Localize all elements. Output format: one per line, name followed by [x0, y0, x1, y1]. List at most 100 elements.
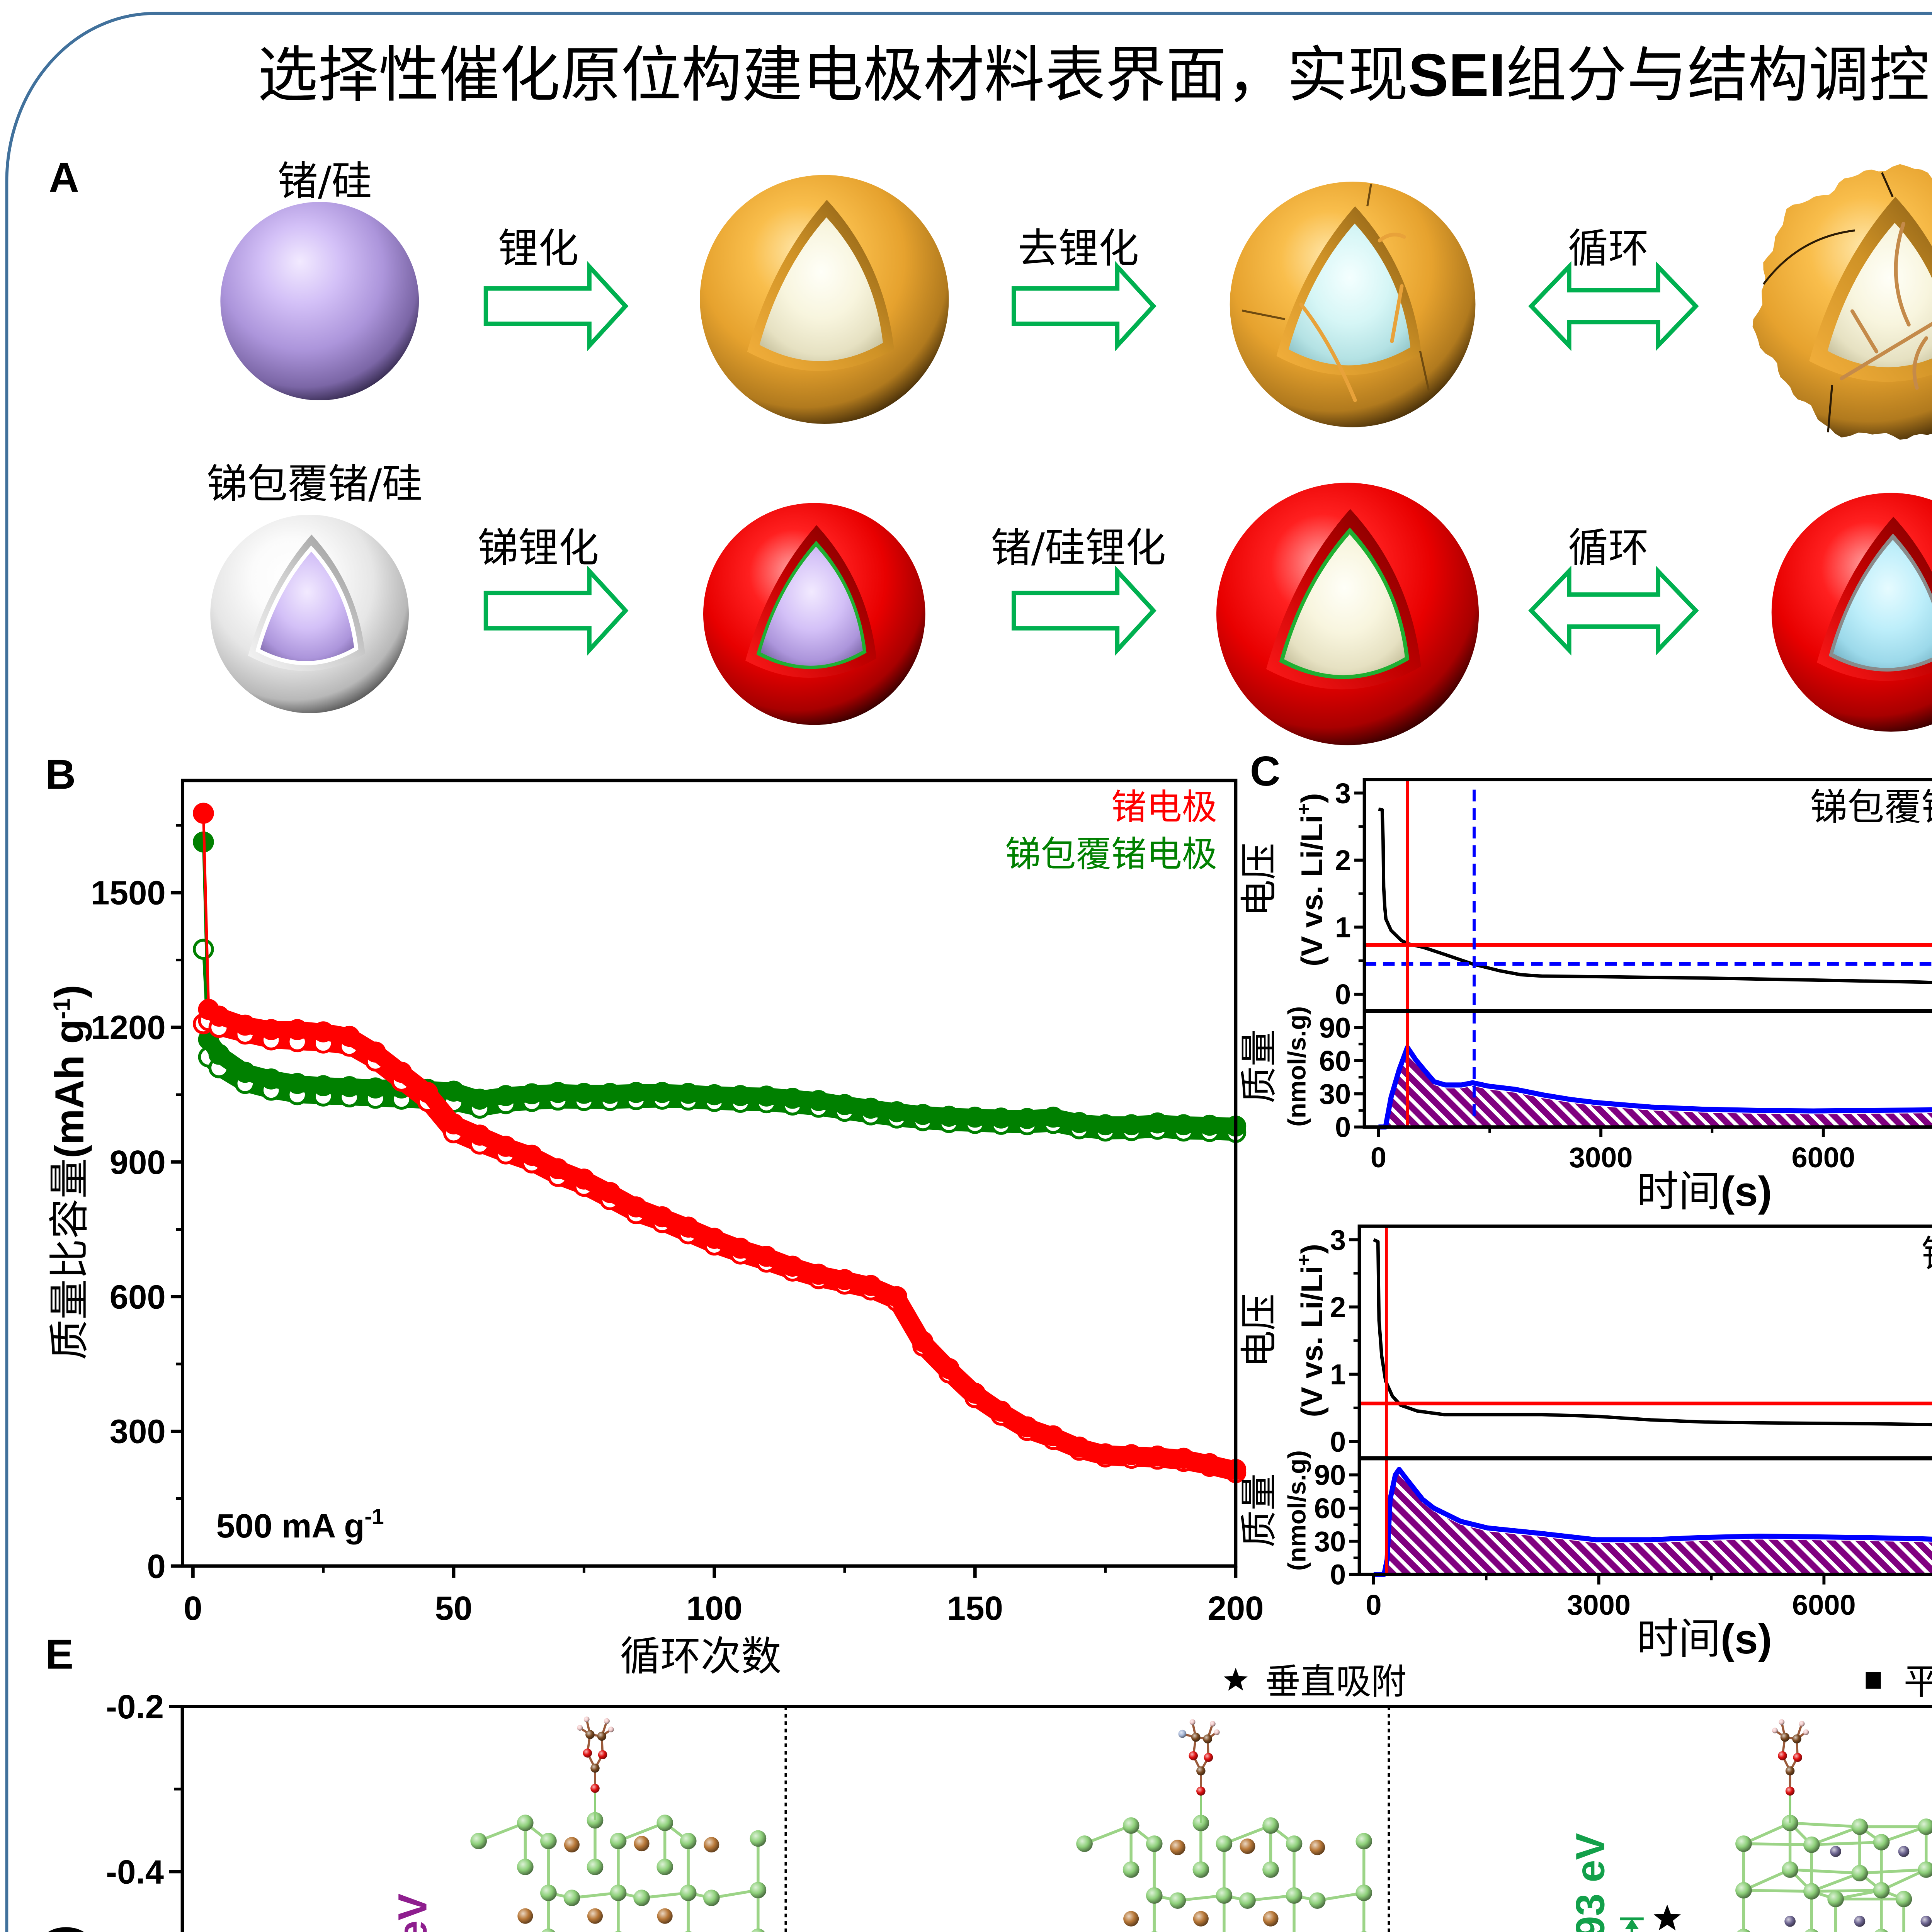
crack-line	[1827, 385, 1833, 432]
atom-li	[563, 1889, 580, 1906]
x-axis-label: 时间(s)	[1636, 1614, 1772, 1663]
process-label: 锗/硅锂化	[991, 524, 1166, 571]
crack-line	[1881, 172, 1894, 197]
atom-o	[1189, 1751, 1198, 1760]
atom-li	[1918, 1818, 1932, 1835]
y-axis-label: 质量比容量(mAh g-1)	[46, 985, 93, 1360]
title-text-2: 组分与结构调控，提升界面稳定性	[1506, 40, 1932, 110]
data-point	[443, 1113, 464, 1134]
co2-tick-label: 60	[1314, 1492, 1346, 1524]
data-point	[704, 1084, 725, 1105]
particle-core	[220, 202, 419, 401]
legend-label: 锗电极	[1111, 786, 1217, 828]
atom-li	[633, 1889, 650, 1906]
x-tick-label: 200	[1208, 1590, 1264, 1627]
atom-li	[1216, 1835, 1233, 1852]
atom-c	[1196, 1766, 1206, 1776]
data-point	[547, 1158, 569, 1179]
co2-tick-label: 0	[1330, 1559, 1346, 1591]
data-point	[260, 1019, 282, 1040]
atom-li	[1782, 1861, 1798, 1878]
atom-li	[1239, 1892, 1256, 1909]
data-point	[313, 1021, 334, 1043]
chart-c-top-dems: 012303060900300060009000时间(s)电压(V vs. Li…	[1238, 777, 1932, 1216]
data-point	[677, 1216, 699, 1238]
atom-li	[1355, 1884, 1372, 1901]
data-point	[834, 1269, 855, 1290]
title-text-1: 选择性催化原位构建电极材料表界面，实现	[257, 40, 1408, 110]
square-legend-icon	[1866, 1672, 1881, 1689]
particle-label: 锗/硅	[277, 158, 372, 205]
figure-title: 选择性催化原位构建电极材料表界面，实现SEI组分与结构调控，提升界面稳定性	[257, 40, 1932, 110]
process-label: 锑锂化	[478, 524, 599, 571]
voltage-curve	[1378, 807, 1932, 985]
data-point	[443, 1080, 464, 1102]
data-point	[756, 1085, 777, 1107]
voltage-axis-label: 电压	[1238, 843, 1281, 917]
atom-h	[1799, 1721, 1805, 1727]
particle-2-3	[1216, 483, 1479, 745]
data-point	[1173, 1114, 1194, 1136]
atom-li	[540, 1833, 557, 1849]
current-density-label: 500 mA g-1	[216, 1504, 384, 1545]
co2-tick-label: 90	[1319, 1012, 1351, 1044]
lattice-bond	[1084, 1824, 1132, 1845]
lattice-bond	[1811, 1889, 1882, 1893]
legend-label: 垂直吸附	[1265, 1661, 1406, 1702]
fec-molecule	[1178, 1719, 1220, 1823]
atom-li	[680, 1833, 697, 1849]
ec-molecule	[577, 1716, 614, 1821]
data-point	[626, 1196, 647, 1218]
panel-label-c: C	[1250, 748, 1281, 795]
x-tick-label: 150	[947, 1590, 1003, 1627]
co2-hatched-area	[1378, 1051, 1932, 1127]
y-tick-label: 900	[110, 1144, 166, 1181]
lattice-bond	[1859, 1868, 1927, 1875]
atom-sb	[704, 1837, 719, 1853]
data-point	[1147, 1445, 1168, 1467]
x-tick-label: 0	[184, 1590, 202, 1627]
data-point	[938, 1105, 960, 1127]
delta-e-label: △E=0.024 eV	[390, 1893, 435, 1932]
voltage-tick-label: 2	[1330, 1291, 1346, 1323]
co2-axis-label: 质量	[1238, 1473, 1281, 1548]
atom-li	[680, 1884, 697, 1901]
data-point	[782, 1088, 803, 1109]
data-point	[886, 1286, 908, 1308]
data-point	[547, 1082, 569, 1103]
lattice-bond	[1811, 1872, 1861, 1893]
atom-sb	[1123, 1911, 1139, 1927]
data-point	[990, 1400, 1012, 1422]
atom-h	[1189, 1719, 1196, 1725]
data-point	[469, 1088, 490, 1110]
particle-1-1	[220, 202, 419, 401]
data-point	[313, 1075, 334, 1097]
data-point	[235, 1014, 256, 1036]
x-tick-label: 3000	[1569, 1141, 1633, 1173]
atom-li	[1122, 1817, 1139, 1834]
atom-li	[750, 1882, 767, 1898]
y-axis-label: 结合能(eV)	[37, 1925, 88, 1932]
data-point	[730, 1238, 751, 1259]
right-arrow-icon	[483, 565, 629, 656]
arrow-head	[1625, 1918, 1639, 1929]
x-tick-label: 6000	[1791, 1141, 1855, 1173]
atom-li	[1827, 1891, 1844, 1908]
atom-li	[1216, 1887, 1233, 1904]
atom-li	[1150, 1931, 1158, 1932]
data-point	[1095, 1443, 1116, 1464]
right-arrow-icon	[1012, 565, 1156, 656]
data-point	[391, 1061, 412, 1083]
data-point	[651, 1082, 673, 1103]
current-density-sup: -1	[364, 1504, 384, 1529]
data-point	[193, 803, 214, 824]
atom-sb	[587, 1908, 603, 1924]
data-point	[1068, 1112, 1090, 1133]
atom-li	[1169, 1892, 1186, 1909]
plot-frame	[181, 779, 1238, 1568]
particle-2-1	[210, 515, 409, 713]
x-axis-label: 循环次数	[620, 1633, 781, 1680]
y-tick-label: 300	[110, 1413, 166, 1451]
